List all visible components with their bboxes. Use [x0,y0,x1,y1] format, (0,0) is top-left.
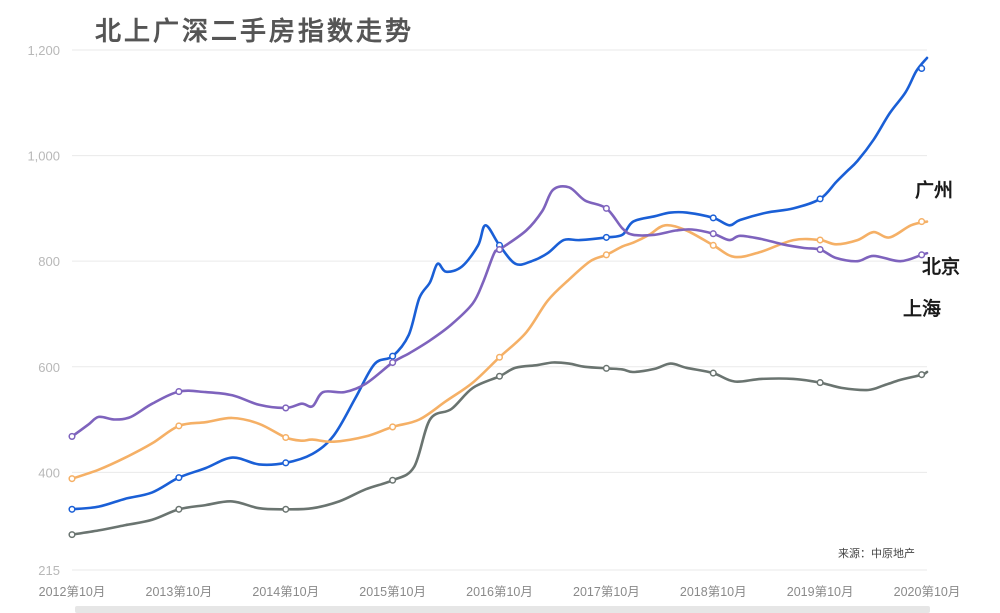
data-point [918,371,926,379]
data-point [68,531,76,539]
data-point [282,505,290,513]
data-point [816,195,824,203]
x-tick-label: 2014第10月 [252,585,319,599]
data-point [389,358,397,367]
data-point [495,246,504,254]
data-point [602,204,610,212]
x-tick-label: 2017第10月 [573,585,640,599]
series-line-2 [70,184,929,438]
x-tick-label: 2012第10月 [39,585,106,599]
series-label: 广州 [915,179,953,202]
data-point [602,364,610,372]
x-tick-label: 2013第10月 [146,585,213,599]
data-point [709,214,717,222]
x-tick-label: 2018第10月 [680,585,747,599]
y-tick-label: 800 [38,254,60,269]
series-line-3 [70,361,929,536]
data-point [816,246,824,254]
x-axis-ticks: 2012第10月 2013第10月 2014第10月 2015第10月 2016第10月… [39,585,961,599]
y-tick-label: 400 [38,465,60,480]
series-line-1 [70,220,929,480]
x-tick-label: 2015第10月 [359,585,426,599]
data-point [918,64,926,73]
data-point [68,475,76,483]
data-point [918,251,926,259]
data-point [495,372,504,380]
data-point [282,433,290,442]
grid [72,49,927,571]
data-point [816,379,824,387]
data-point [68,505,76,513]
x-tick-label: 2020第10月 [894,585,961,599]
data-point [68,432,76,440]
data-point [282,459,290,467]
data-point [918,218,926,226]
series-lines [70,56,929,536]
y-axis-ticks: 215 400 600 800 1,000 1,200 [27,43,60,578]
horizontal-scrollbar[interactable] [75,606,930,613]
data-point [389,423,397,431]
y-tick-label: 1,000 [27,149,60,164]
data-point [175,422,183,430]
data-point [175,505,183,513]
series-markers [68,64,926,539]
data-point [709,241,717,249]
data-point [709,369,717,377]
data-point [389,352,397,360]
series-label: 上海 [903,297,941,320]
data-point [175,388,183,396]
series-label: 北京 [922,255,960,278]
series-labels: 深圳广州北京上海 [903,179,960,320]
series-line-0 [70,56,929,511]
y-tick-label: 1,200 [27,43,60,58]
y-tick-label: 600 [38,360,60,375]
data-point [602,251,610,259]
x-tick-label: 2019第10月 [787,585,854,599]
data-point [389,476,397,484]
y-tick-label: 215 [38,563,60,578]
chart-title: 北上广深二手房指数走势 [95,17,414,47]
data-point [175,474,183,482]
data-point [495,353,504,361]
source-note: 来源：中原地产 [838,546,915,560]
data-point [602,233,610,241]
data-point [709,230,717,238]
data-point [816,236,824,244]
data-point [282,404,290,412]
x-tick-label: 2016第10月 [466,585,533,599]
